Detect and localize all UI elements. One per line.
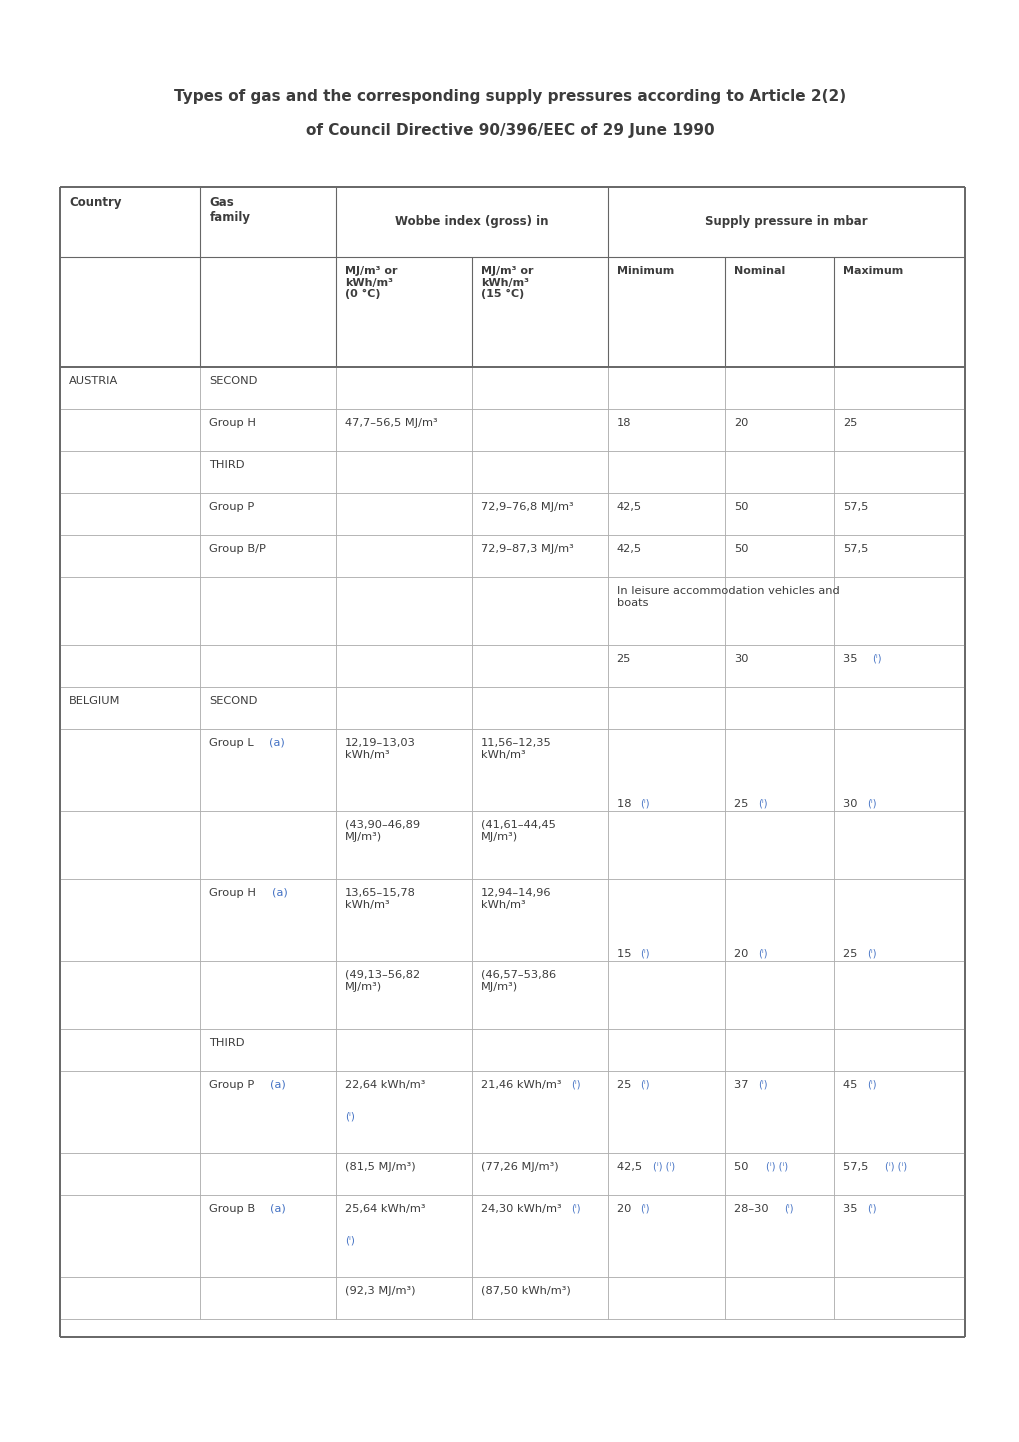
Text: Wobbe index (gross) in: Wobbe index (gross) in <box>394 215 548 228</box>
Text: MJ/m³ or
kWh/m³
(0 °C): MJ/m³ or kWh/m³ (0 °C) <box>344 265 397 300</box>
Text: (41,61–44,45
MJ/m³): (41,61–44,45 MJ/m³) <box>480 820 555 842</box>
Text: 50: 50 <box>734 502 748 512</box>
Text: Supply pressure in mbar: Supply pressure in mbar <box>704 215 867 228</box>
Text: 25: 25 <box>734 799 750 809</box>
Text: Maximum: Maximum <box>842 265 902 275</box>
Text: THIRD: THIRD <box>209 1038 245 1048</box>
Text: Types of gas and the corresponding supply pressures according to Article 2(2): Types of gas and the corresponding suppl… <box>174 89 845 104</box>
Text: (43,90–46,89
MJ/m³): (43,90–46,89 MJ/m³) <box>344 820 420 842</box>
Text: Group B: Group B <box>209 1204 259 1214</box>
Text: BELGIUM: BELGIUM <box>69 696 120 707</box>
Text: 30: 30 <box>734 655 748 663</box>
Text: 18: 18 <box>615 418 631 428</box>
Text: Country: Country <box>69 196 121 209</box>
Text: (a): (a) <box>270 1204 285 1214</box>
Text: 45: 45 <box>842 1080 859 1090</box>
Text: 25: 25 <box>615 1080 633 1090</box>
Text: 28–30: 28–30 <box>734 1204 770 1214</box>
Text: (92,3 MJ/m³): (92,3 MJ/m³) <box>344 1286 415 1296</box>
Text: (ⁱ): (ⁱ) <box>757 1080 767 1090</box>
Text: In leisure accommodation vehicles and
boats: In leisure accommodation vehicles and bo… <box>615 585 839 607</box>
Text: THIRD: THIRD <box>209 460 245 470</box>
Text: 18: 18 <box>615 799 633 809</box>
Text: 21,46 kWh/m³: 21,46 kWh/m³ <box>480 1080 560 1090</box>
Text: 35: 35 <box>842 655 859 663</box>
Text: (87,50 kWh/m³): (87,50 kWh/m³) <box>480 1286 570 1296</box>
Text: (ⁱ): (ⁱ) <box>640 949 649 959</box>
Text: 42,5: 42,5 <box>615 1162 643 1172</box>
Text: (a): (a) <box>270 1080 285 1090</box>
Text: Gas
family: Gas family <box>209 196 250 224</box>
Text: 25: 25 <box>842 418 856 428</box>
Text: (81,5 MJ/m³): (81,5 MJ/m³) <box>344 1162 416 1172</box>
Text: SECOND: SECOND <box>209 696 258 707</box>
Text: Group L: Group L <box>209 738 257 748</box>
Text: Group H: Group H <box>209 888 260 898</box>
Text: Group H: Group H <box>209 418 256 428</box>
Text: 22,64 kWh/m³: 22,64 kWh/m³ <box>344 1080 425 1090</box>
Text: 30: 30 <box>842 799 859 809</box>
Text: (46,57–53,86
MJ/m³): (46,57–53,86 MJ/m³) <box>480 970 555 992</box>
Text: (ⁱ): (ⁱ) <box>757 949 767 959</box>
Text: (ⁱ): (ⁱ) <box>866 799 875 809</box>
Text: (ⁱ): (ⁱ) <box>866 1080 875 1090</box>
Text: 15: 15 <box>615 949 633 959</box>
Text: 37: 37 <box>734 1080 750 1090</box>
Text: 25: 25 <box>842 949 859 959</box>
Text: (ⁱ): (ⁱ) <box>784 1204 793 1214</box>
Text: (ⁱ) (ⁱ): (ⁱ) (ⁱ) <box>652 1162 674 1172</box>
Text: 12,94–14,96
kWh/m³: 12,94–14,96 kWh/m³ <box>480 888 550 910</box>
Text: (ⁱ): (ⁱ) <box>866 1204 875 1214</box>
Text: (ⁱ): (ⁱ) <box>640 1204 649 1214</box>
Text: 50: 50 <box>734 1162 752 1172</box>
Text: (ⁱ) (ⁱ): (ⁱ) (ⁱ) <box>883 1162 906 1172</box>
Text: of Council Directive 90/396/EEC of 29 June 1990: of Council Directive 90/396/EEC of 29 Ju… <box>306 123 713 137</box>
Text: 11,56–12,35
kWh/m³: 11,56–12,35 kWh/m³ <box>480 738 551 760</box>
Text: 20: 20 <box>734 418 748 428</box>
Text: Nominal: Nominal <box>734 265 785 275</box>
Text: (a): (a) <box>272 888 287 898</box>
Text: 24,30 kWh/m³: 24,30 kWh/m³ <box>480 1204 560 1214</box>
Text: 13,65–15,78
kWh/m³: 13,65–15,78 kWh/m³ <box>344 888 416 910</box>
Text: Minimum: Minimum <box>615 265 674 275</box>
Text: 57,5: 57,5 <box>842 544 867 554</box>
Text: (ⁱ) (ⁱ): (ⁱ) (ⁱ) <box>765 1162 788 1172</box>
Text: AUSTRIA: AUSTRIA <box>69 376 118 386</box>
Text: (ⁱ): (ⁱ) <box>640 1080 649 1090</box>
Text: (ⁱ): (ⁱ) <box>866 949 875 959</box>
Text: 42,5: 42,5 <box>615 502 641 512</box>
Text: SECOND: SECOND <box>209 376 258 386</box>
Text: (ⁱ): (ⁱ) <box>757 799 767 809</box>
Text: (ⁱ): (ⁱ) <box>344 1236 355 1246</box>
Text: 35: 35 <box>842 1204 859 1214</box>
Text: 57,5: 57,5 <box>842 502 867 512</box>
Text: MJ/m³ or
kWh/m³
(15 °C): MJ/m³ or kWh/m³ (15 °C) <box>480 265 533 300</box>
Text: (ⁱ): (ⁱ) <box>571 1080 580 1090</box>
Text: 25,64 kWh/m³: 25,64 kWh/m³ <box>344 1204 425 1214</box>
Text: Group P: Group P <box>209 502 255 512</box>
Text: 47,7–56,5 MJ/m³: 47,7–56,5 MJ/m³ <box>344 418 437 428</box>
Text: 50: 50 <box>734 544 748 554</box>
Text: 12,19–13,03
kWh/m³: 12,19–13,03 kWh/m³ <box>344 738 416 760</box>
Text: 57,5: 57,5 <box>842 1162 869 1172</box>
Text: Group B/P: Group B/P <box>209 544 266 554</box>
Text: 20: 20 <box>734 949 750 959</box>
Text: (49,13–56,82
MJ/m³): (49,13–56,82 MJ/m³) <box>344 970 420 992</box>
Text: (a): (a) <box>269 738 284 748</box>
Text: (ⁱ): (ⁱ) <box>640 799 649 809</box>
Text: (ⁱ): (ⁱ) <box>571 1204 580 1214</box>
Text: Group P: Group P <box>209 1080 258 1090</box>
Text: 72,9–76,8 MJ/m³: 72,9–76,8 MJ/m³ <box>480 502 573 512</box>
Text: (ⁱ): (ⁱ) <box>344 1112 355 1122</box>
Text: 72,9–87,3 MJ/m³: 72,9–87,3 MJ/m³ <box>480 544 573 554</box>
Text: 25: 25 <box>615 655 631 663</box>
Text: (ⁱ): (ⁱ) <box>871 655 880 663</box>
Text: (77,26 MJ/m³): (77,26 MJ/m³) <box>480 1162 557 1172</box>
Text: 20: 20 <box>615 1204 633 1214</box>
Text: 42,5: 42,5 <box>615 544 641 554</box>
